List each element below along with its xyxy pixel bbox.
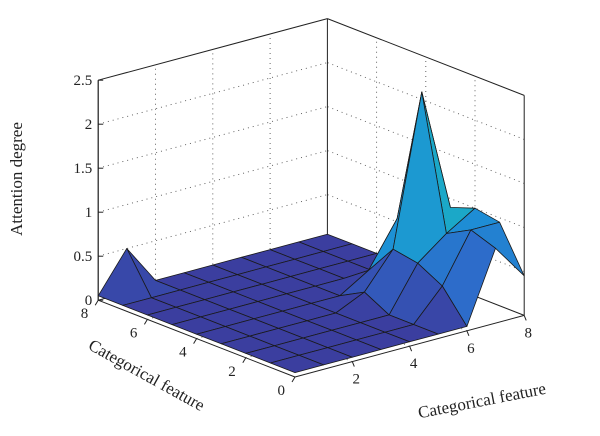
y-tick-label: 6 — [467, 341, 475, 357]
box-edge — [327, 18, 525, 96]
gridline-z-back — [98, 150, 328, 213]
x-tick — [143, 319, 148, 325]
z-axis-title: Attention degree — [7, 122, 26, 236]
surface-plot — [97, 91, 525, 374]
z-tick-label: 1.5 — [73, 161, 92, 177]
z-tick-label: 1 — [85, 205, 93, 221]
y-tick-label: 8 — [524, 325, 532, 341]
z-tick-label: 2 — [85, 117, 93, 133]
y-tick — [409, 346, 413, 352]
y-tick — [351, 361, 355, 367]
x-tick-label: 2 — [228, 364, 236, 380]
gridline-z-back — [98, 62, 328, 125]
gridline-z-right — [327, 62, 525, 140]
x-tick-label: 4 — [179, 345, 187, 361]
z-tick-label: 0.5 — [73, 249, 92, 265]
box-edge — [98, 18, 328, 81]
y-tick — [466, 330, 470, 336]
z-tick-label: 2.5 — [73, 73, 92, 89]
y-axis-title: Categorical feature — [416, 379, 547, 422]
z-tick-label: 0 — [85, 293, 93, 309]
x-tick — [291, 376, 296, 383]
x-tick — [193, 338, 198, 344]
y-tick — [523, 315, 527, 321]
x-tick-label: 6 — [130, 325, 138, 341]
y-tick-label: 4 — [410, 356, 418, 372]
surface-face — [269, 354, 325, 374]
axes: 0 0.5 1 1.5 2 2.5 0 2 4 6 8 2 4 6 8 — [73, 73, 532, 399]
x-axis-title: Categorical feature — [85, 335, 208, 415]
y-tick-label: 2 — [353, 372, 361, 388]
x-tick — [94, 299, 99, 306]
x-tick — [242, 357, 247, 364]
x-tick-label: 0 — [278, 383, 286, 399]
x-tick-label: 8 — [81, 306, 89, 322]
